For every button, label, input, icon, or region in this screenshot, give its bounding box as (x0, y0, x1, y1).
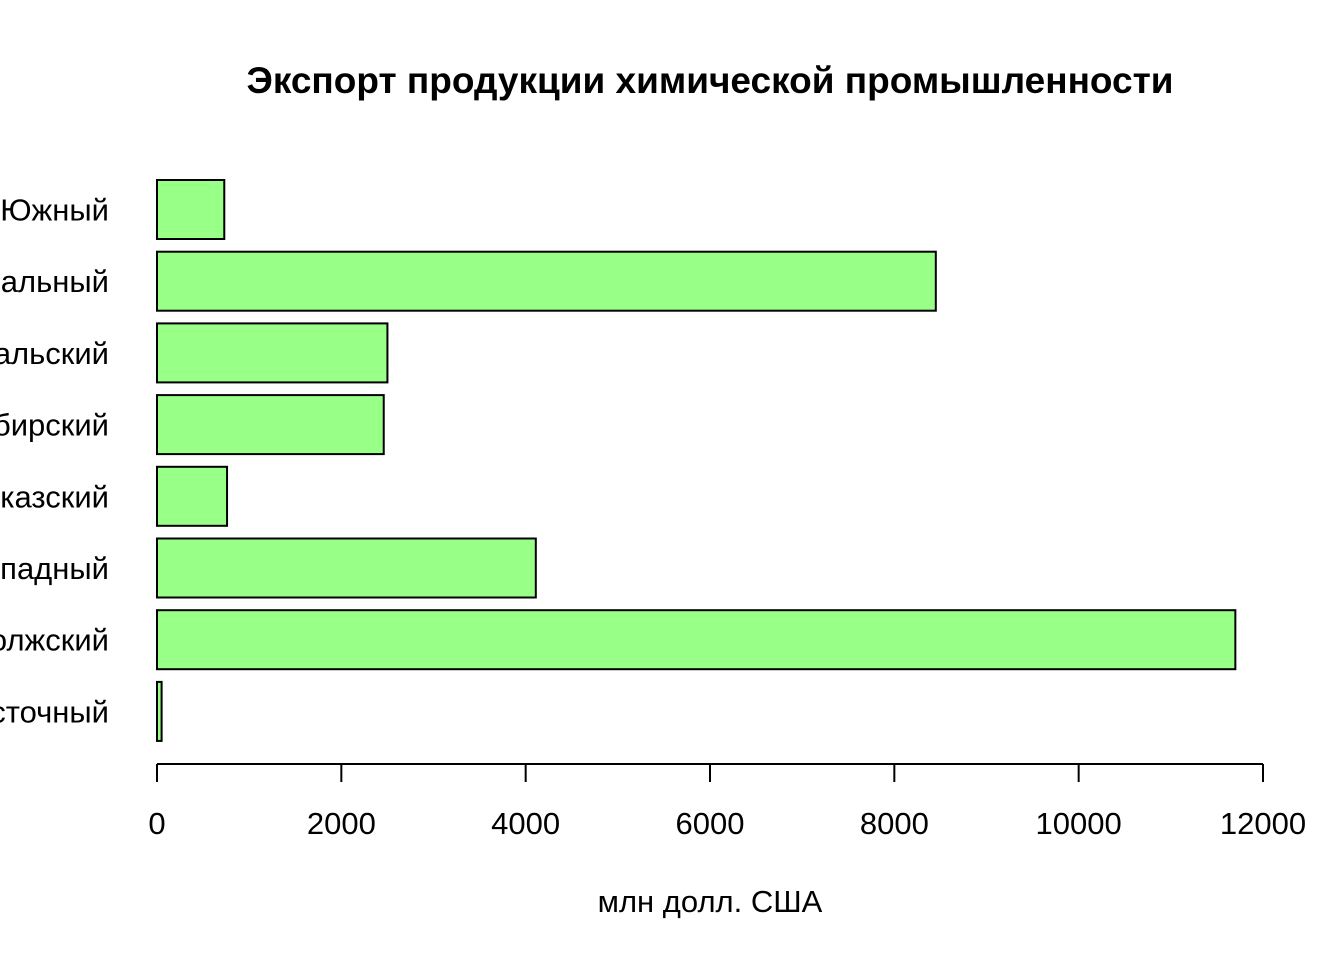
bar-3 (156, 322, 389, 384)
x-axis-label: млн долл. США (598, 884, 823, 919)
category-label-8: сточный (0, 694, 109, 729)
category-label-3: альский (0, 336, 109, 371)
chart-title: Экспорт продукции химической промышленно… (247, 60, 1174, 101)
bars-group (156, 179, 1237, 742)
category-label-6: падный (0, 551, 109, 586)
x-tick-label-4: 8000 (860, 806, 929, 841)
category-labels-group: Южный альный альский бирский казский падный ол… (0, 193, 109, 730)
x-tick-label-6: 12000 (1220, 806, 1306, 841)
x-tick-label-3: 6000 (676, 806, 745, 841)
category-label-7: олжский (0, 623, 109, 658)
x-tick-label-5: 10000 (1036, 806, 1122, 841)
category-label-2: альный (1, 264, 109, 299)
category-label-5: казский (0, 479, 109, 514)
bar-7 (156, 609, 1237, 671)
bar-6 (156, 537, 537, 599)
x-tick-label-1: 2000 (307, 806, 376, 841)
bar-1 (156, 179, 226, 240)
bar-4 (156, 394, 385, 456)
bar-2 (156, 250, 937, 312)
category-label-1: Южный (0, 193, 109, 228)
x-axis: 0 2000 4000 6000 8000 10000 12000 (148, 763, 1306, 841)
x-tick-label-0: 0 (148, 806, 165, 841)
bar-8 (156, 680, 163, 742)
category-label-4: бирский (0, 408, 109, 443)
x-tick-label-2: 4000 (491, 806, 560, 841)
bar-5 (156, 465, 229, 527)
